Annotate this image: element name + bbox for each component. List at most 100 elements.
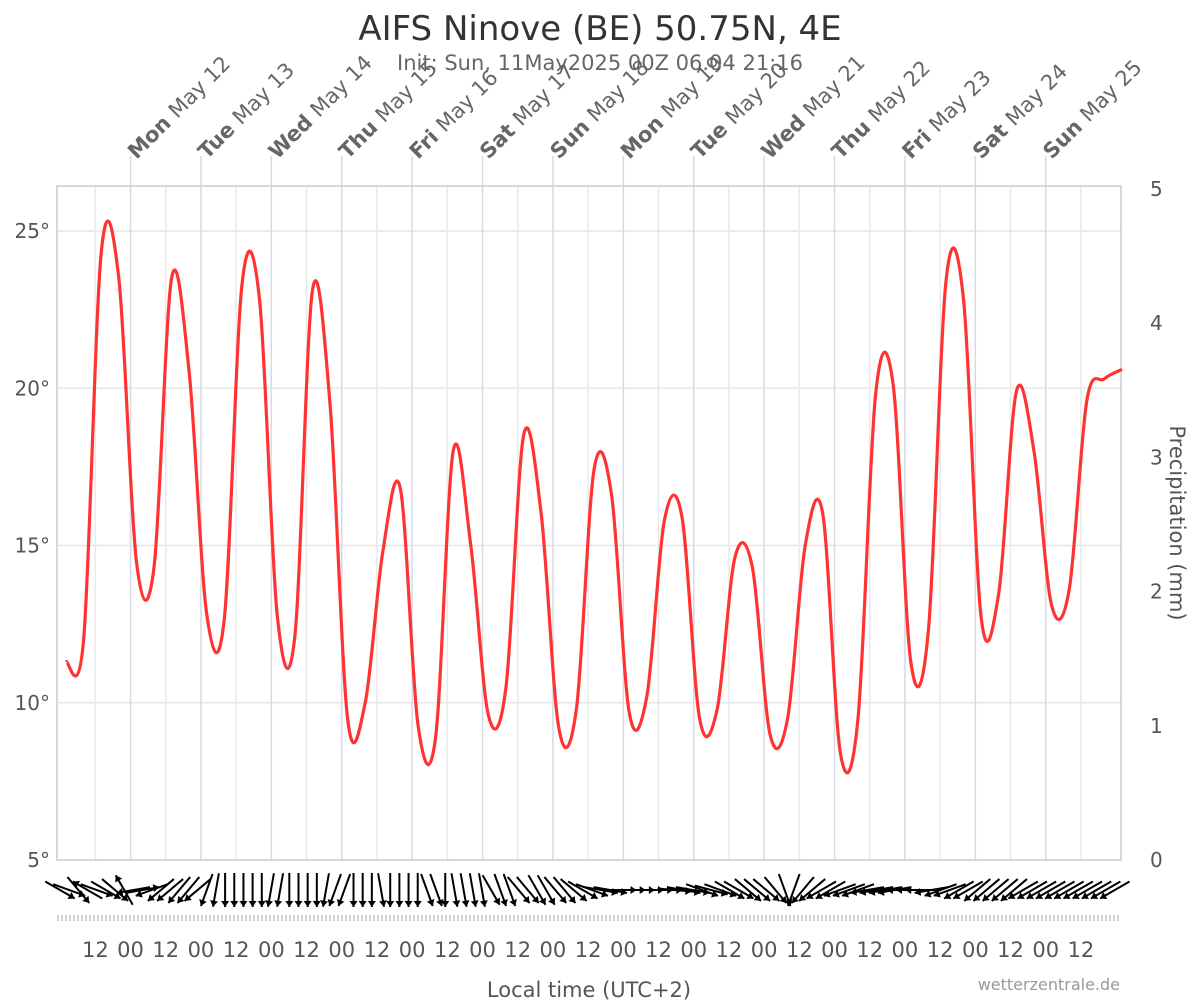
wind-barbs [44, 873, 1131, 907]
wind-arrow [815, 880, 846, 900]
wind-arrow [506, 876, 531, 904]
wind-arrow [320, 873, 330, 907]
y2-axis-title: Precipitation (mm) [1165, 425, 1189, 620]
wind-arrow [841, 883, 875, 898]
wind-arrow [704, 883, 737, 898]
x-tick-label: 00 [892, 938, 919, 962]
temperature-line [64, 219, 1123, 775]
wind-arrow [798, 878, 826, 902]
x-tick-label: 00 [680, 938, 707, 962]
x-tick-label: 12 [716, 938, 743, 962]
y-tick-label: 15° [15, 534, 50, 558]
x-tick-label: 12 [645, 938, 672, 962]
wind-arrow [850, 886, 885, 896]
wind-arrow [752, 878, 780, 902]
wind-arrow [386, 873, 395, 907]
wind-arrow [395, 873, 404, 907]
wind-arrow [336, 873, 352, 907]
time-axis: 12 00 12 00 12 00 12 00 12 00 12 00 12 00 12 00 12 00 12 00… [57, 915, 1121, 962]
x-tick-label: 12 [856, 938, 883, 962]
x-tick-label: 12 [786, 938, 813, 962]
wind-arrow [367, 873, 376, 907]
wind-arrow [567, 880, 599, 900]
wind-arrow [265, 873, 275, 907]
wind-arrow [101, 878, 129, 902]
wind-arrow [349, 873, 358, 907]
x-tick-label: 12 [575, 938, 602, 962]
wind-arrow [441, 873, 450, 907]
x-tick-label: 00 [258, 938, 285, 962]
y-tick-label: 20° [15, 376, 50, 400]
x-tick-label: 00 [962, 938, 989, 962]
x-tick-label: 12 [434, 938, 461, 962]
grid-lines [57, 156, 1121, 860]
wind-arrow [239, 873, 248, 907]
wind-arrow [527, 874, 547, 906]
credit-text: wetterzentrale.de [978, 975, 1120, 994]
wind-arrow [1035, 880, 1066, 900]
wind-arrow [559, 878, 588, 902]
wind-arrow [952, 880, 984, 900]
wind-arrow [823, 883, 856, 898]
wind-arrow [90, 880, 122, 900]
x-tick-label: 00 [751, 938, 778, 962]
wind-arrow [114, 874, 134, 906]
wind-arrow [72, 880, 103, 900]
wind-arrow [44, 880, 76, 900]
wind-arrow [981, 878, 1010, 902]
x-tick-label: 00 [469, 938, 496, 962]
x-tick-label: 12 [1068, 938, 1095, 962]
wind-arrow [429, 873, 444, 907]
wind-arrow [933, 883, 967, 898]
wind-arrow [1017, 880, 1048, 900]
x-axis-title: Local time (UTC+2) [487, 978, 691, 1000]
wind-arrow [459, 873, 470, 907]
x-tick-label: 00 [188, 938, 215, 962]
x-tick-label: 00 [117, 938, 144, 962]
x-tick-label: 12 [293, 938, 320, 962]
wind-arrow [963, 878, 991, 902]
wind-arrow [404, 873, 413, 907]
wind-arrow [327, 873, 342, 907]
wind-arrow [274, 873, 285, 907]
y-tick-label: 5° [27, 848, 50, 872]
wind-arrow [685, 883, 719, 898]
wind-arrow [791, 876, 815, 904]
wind-arrow [743, 878, 771, 902]
wind-arrow [221, 873, 230, 907]
y-tick-label: 10° [15, 691, 50, 715]
wind-arrow [285, 873, 294, 907]
wind-arrow [734, 878, 762, 902]
wind-arrow [210, 873, 220, 907]
x-tick-label: 12 [504, 938, 531, 962]
x-tick-label: 00 [610, 938, 637, 962]
wind-arrow [943, 880, 975, 900]
wind-arrow [481, 874, 501, 906]
wind-arrow [294, 873, 303, 907]
wind-arrow [914, 886, 949, 896]
wind-arrow [1099, 880, 1131, 900]
wind-arrow [312, 873, 321, 907]
x-tick-label: 00 [540, 938, 567, 962]
y-tick-label: 25° [15, 219, 50, 243]
wind-arrow [176, 876, 201, 904]
wind-arrow [420, 873, 435, 907]
wind-arrow [116, 886, 151, 896]
wind-arrow [859, 886, 894, 896]
wind-arrow [248, 873, 257, 907]
wind-arrow [1044, 880, 1076, 900]
wind-arrow [1026, 880, 1057, 900]
x-tick-label: 12 [152, 938, 179, 962]
wind-arrow [1007, 880, 1039, 900]
wind-arrow [1081, 880, 1112, 900]
wind-arrow [806, 880, 837, 900]
wind-arrow [135, 883, 169, 898]
wind-arrow [536, 874, 556, 906]
wind-arrow [832, 883, 866, 898]
wind-arrow [413, 873, 422, 907]
x-tick-label: 00 [821, 938, 848, 962]
chart-title: AIFS Ninove (BE) 50.75N, 4E [358, 9, 841, 49]
x-tick-label: 12 [927, 938, 954, 962]
wind-arrow [468, 873, 479, 907]
